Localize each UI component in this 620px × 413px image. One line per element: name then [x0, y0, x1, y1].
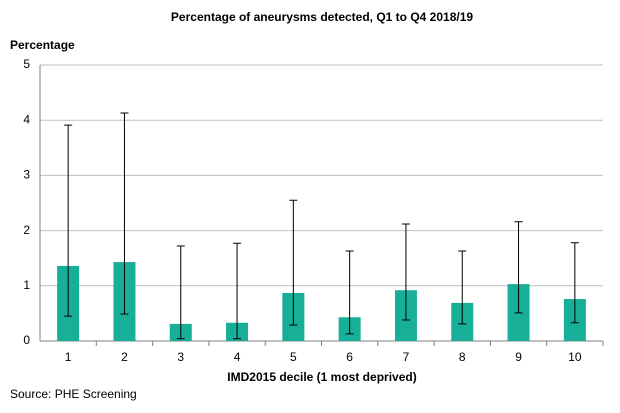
error-bar	[514, 221, 523, 314]
y-tick-label: 1	[23, 278, 30, 292]
x-tick-label: 2	[121, 350, 128, 364]
x-tick-label: 7	[403, 350, 410, 364]
y-tick-label: 2	[23, 223, 30, 237]
y-tick-label: 3	[23, 168, 30, 182]
x-tick-label: 1	[65, 350, 72, 364]
error-bar	[176, 245, 185, 340]
error-bar	[64, 124, 73, 317]
error-bar	[345, 250, 354, 335]
error-bar	[233, 242, 242, 340]
chart-title: Percentage of aneurysms detected, Q1 to …	[171, 10, 473, 24]
y-tick-label: 4	[23, 112, 30, 126]
error-bar	[458, 250, 467, 325]
x-tick-label: 3	[177, 350, 184, 364]
error-bar	[289, 199, 298, 326]
y-tick-label: 5	[23, 57, 30, 71]
x-tick-label: 4	[234, 350, 241, 364]
source-note: Source: PHE Screening	[10, 387, 137, 401]
y-axis-title: Percentage	[10, 38, 75, 52]
y-tick-label: 0	[23, 333, 30, 347]
x-tick-label: 10	[568, 350, 582, 364]
x-tick-label: 6	[346, 350, 353, 364]
x-tick-label: 8	[459, 350, 466, 364]
x-axis-title: IMD2015 decile (1 most deprived)	[227, 370, 416, 384]
error-bar	[570, 242, 579, 324]
x-tick-label: 5	[290, 350, 297, 364]
error-bar	[401, 223, 410, 321]
error-bar	[120, 112, 129, 315]
x-tick-label: 9	[515, 350, 522, 364]
